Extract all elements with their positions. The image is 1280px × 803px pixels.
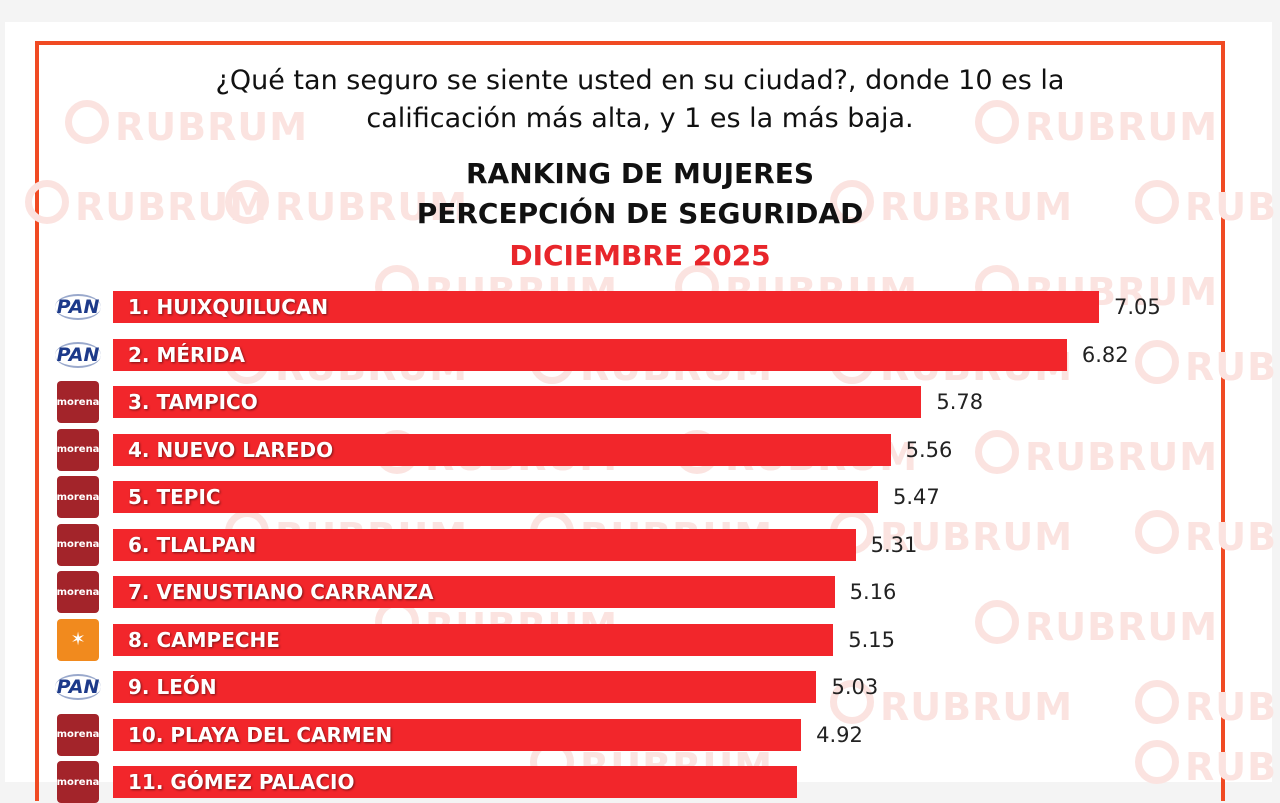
bar-label: 11. GÓMEZ PALACIO [128, 770, 355, 794]
bar [113, 386, 922, 418]
morena-logo-icon: morena [57, 476, 99, 518]
bar [113, 623, 834, 656]
bar-label: 2. MÉRIDA [128, 342, 245, 367]
value-label: 5.03 [831, 675, 879, 699]
infographic-frame [35, 41, 1225, 801]
rubrum-watermark: RUBRUM [830, 510, 1073, 559]
value-label: 5.47 [893, 485, 940, 509]
value-label: 5.16 [849, 580, 897, 604]
morena-logo-icon: morena [57, 713, 99, 756]
bar-label: 10. PLAYA DEL CARMEN [128, 722, 393, 747]
bar [113, 481, 879, 513]
morena-logo-icon: morena [57, 571, 99, 613]
chart-subtitle: PERCEPCIÓN DE SEGURIDAD [416, 197, 864, 230]
bar-label: 8. CAMPECHE [128, 627, 280, 652]
rubrum-watermark: RUBRUM [225, 180, 468, 229]
bar [113, 528, 856, 561]
value-label: 6.82 [1081, 342, 1129, 367]
rubrum-watermark: RUBRUM [975, 100, 1218, 149]
value-label: 5.31 [870, 532, 918, 557]
bar-label: 9. LEÓN [128, 675, 217, 699]
survey-question: ¿Qué tan seguro se siente usted en su ci… [215, 65, 1065, 134]
pan-logo-icon: PAN [54, 341, 102, 368]
value-label: 7.05 [1114, 295, 1161, 319]
bar-label: 7. VENUSTIANO CARRANZA [128, 580, 434, 604]
chart-title: RANKING DE MUJERES [465, 157, 815, 190]
morena-logo-icon: morena [57, 523, 99, 566]
movimiento-ciudadano-logo-icon: ✶ [57, 618, 99, 661]
pan-logo-icon: PAN [54, 294, 102, 320]
rubrum-watermark: RUBRUM [1135, 510, 1280, 559]
rubrum-watermark: RUBRUM [1135, 740, 1280, 789]
bar-label: 3. TAMPICO [128, 390, 258, 414]
morena-logo-icon: morena [57, 761, 99, 803]
morena-logo-icon: morena [57, 428, 99, 471]
bar-label: 5. TEPIC [128, 485, 221, 509]
bar [113, 718, 802, 751]
rubrum-watermark: RUBRUM [1135, 340, 1280, 389]
morena-logo-icon: morena [57, 381, 99, 423]
rubrum-watermark: RUBRUM [975, 600, 1218, 649]
rubrum-watermark: RUBRUM [1135, 180, 1280, 229]
pan-logo-icon: PAN [54, 674, 102, 700]
value-label: 5.15 [848, 627, 896, 652]
bar-label: 6. TLALPAN [128, 532, 257, 557]
rubrum-watermark: RUBRUM [65, 100, 308, 149]
bar [113, 671, 817, 703]
value-label: 4.92 [816, 722, 863, 747]
value-label: 5.56 [905, 437, 953, 462]
rubrum-watermark: RUBRUM [975, 430, 1218, 479]
value-label: 5.78 [936, 390, 984, 414]
chart-date: DICIEMBRE 2025 [509, 239, 771, 272]
rubrum-watermark: RUBRUM [830, 680, 1073, 729]
bar [113, 291, 1099, 323]
bar [113, 338, 1067, 371]
bar-label: 4. NUEVO LAREDO [128, 437, 334, 462]
rubrum-watermark: RUBRUM [1135, 680, 1280, 729]
bar [113, 433, 891, 466]
rubrum-watermark: RUBRUM [830, 180, 1073, 229]
bar-label: 1. HUIXQUILUCAN [128, 295, 329, 319]
bar [113, 576, 835, 608]
